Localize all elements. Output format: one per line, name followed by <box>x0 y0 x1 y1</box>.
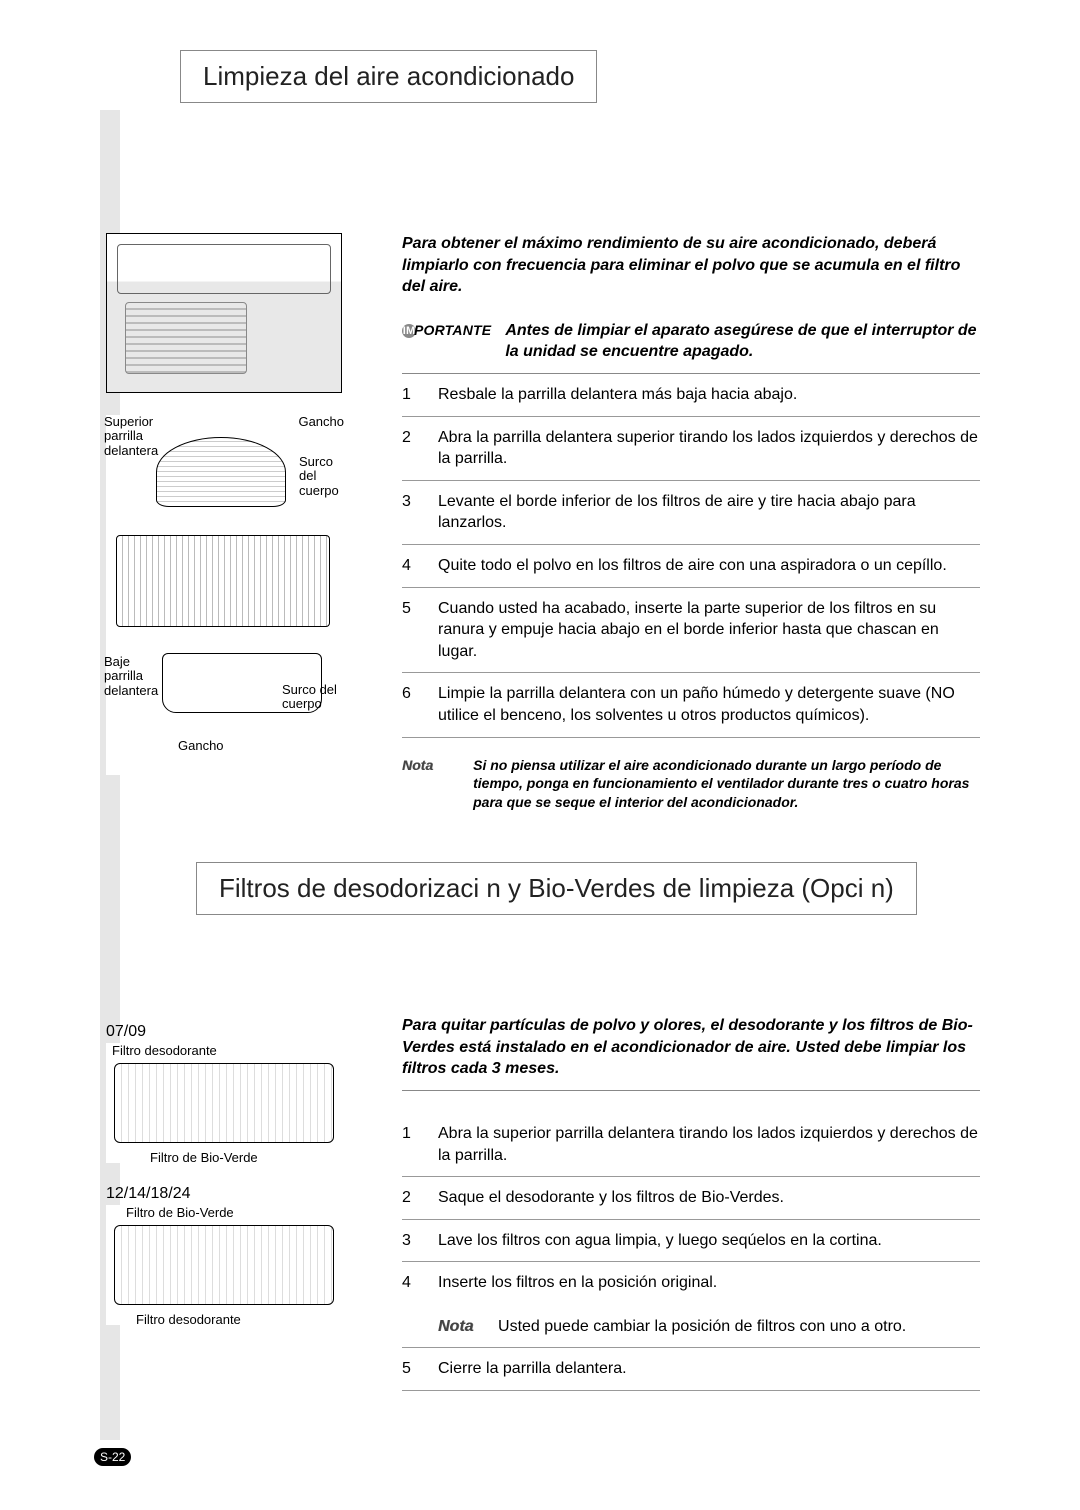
step-num: 5 <box>402 1358 420 1380</box>
step-text: Abra la parrilla delantera superior tira… <box>438 427 980 470</box>
step-row: 4 Inserte los filtros en la posición ori… <box>402 1262 980 1348</box>
label-filtro-bioverde-a: Filtro de Bio-Verde <box>150 1150 258 1165</box>
step-num: 2 <box>402 1187 420 1209</box>
step-row: 3 Lave los filtros con agua limpia, y lue… <box>402 1220 980 1263</box>
section1-intro: Para obtener el máximo rendimiento de su… <box>402 233 980 298</box>
step-text: Cierre la parrilla delantera. <box>438 1358 980 1380</box>
step-row: 1 Abra la superior parrilla delantera tir… <box>402 1113 980 1177</box>
label-baje-parrilla: Baje parrilla delantera <box>104 655 162 698</box>
ac-unit-illustration <box>106 233 342 393</box>
step-row: 5 Cuando usted ha acabado, inserte la par… <box>402 588 980 674</box>
nota-text: Si no piensa utilizar el aire acondicion… <box>473 756 980 813</box>
page-number-badge: S-22 <box>94 1448 131 1466</box>
model-b-label: 12/14/18/24 <box>106 1185 360 1203</box>
section2-diagrams: 07/09 Filtro desodorante Filtro de Bio-V… <box>100 1015 360 1391</box>
step-num: 2 <box>402 427 420 470</box>
step-num: 6 <box>402 683 420 726</box>
section2-intro: Para quitar partículas de polvo y olores… <box>402 1015 980 1091</box>
step4-nota-label: Nota <box>438 1318 474 1335</box>
step-row: 5 Cierre la parrilla delantera. <box>402 1348 980 1391</box>
label-filtro-bioverde-b: Filtro de Bio-Verde <box>126 1205 234 1220</box>
grill-parts-illustration: Superior parrilla delantera Gancho Surco… <box>106 415 342 775</box>
section2-title: Filtros de desodorizaci n y Bio-Verdes d… <box>196 862 917 915</box>
label-superior-parrilla: Superior parrilla delantera <box>104 415 162 458</box>
section1-nota: Nota Si no piensa utilizar el aire acond… <box>402 756 980 813</box>
step-num: 5 <box>402 598 420 663</box>
section2-body: 07/09 Filtro desodorante Filtro de Bio-V… <box>100 1015 980 1391</box>
step-row: 4 Quite todo el polvo en los filtros de a… <box>402 545 980 588</box>
label-filtro-desodorante-b: Filtro desodorante <box>136 1312 241 1327</box>
nota-label: Nota <box>402 756 433 813</box>
importante-text: Antes de limpiar el aparato asegúrese de… <box>505 320 980 363</box>
step-text: Inserte los filtros en la posición origi… <box>438 1272 980 1337</box>
step-text: Levante el borde inferior de los filtros… <box>438 491 980 534</box>
label-gancho-bot: Gancho <box>178 739 224 753</box>
step4-nota-text: Usted puede cambiar la posición de filtr… <box>498 1318 906 1335</box>
model-a-label: 07/09 <box>106 1023 360 1041</box>
step-text: Quite todo el polvo en los filtros de ai… <box>438 555 980 577</box>
label-surco-cuerpo-bot: Surco del cuerpo <box>282 683 344 712</box>
step-num: 4 <box>402 555 420 577</box>
step-text: Limpie la parrilla delantera con un paño… <box>438 683 980 726</box>
label-surco-cuerpo-top: Surco del cuerpo <box>299 455 344 498</box>
step-text: Abra la superior parrilla delantera tira… <box>438 1123 980 1166</box>
step-num: 4 <box>402 1272 420 1337</box>
page-content: Limpieza del aire acondicionado Superior… <box>100 50 980 1441</box>
step-row: 1 Resbale la parrilla delantera más baja … <box>402 374 980 417</box>
importante-label: PORTANTE <box>414 322 491 338</box>
step-row: 2 Saque el desodorante y los filtros de B… <box>402 1177 980 1220</box>
section2-steps: 1 Abra la superior parrilla delantera tir… <box>402 1113 980 1391</box>
step-row: 3 Levante el borde inferior de los filtro… <box>402 481 980 545</box>
step-text: Lave los filtros con agua limpia, y lueg… <box>438 1230 980 1252</box>
step-row: 2 Abra la parrilla delantera superior tir… <box>402 417 980 481</box>
step-num: 1 <box>402 1123 420 1166</box>
step-num: 3 <box>402 491 420 534</box>
step-text: Cuando usted ha acabado, inserte la part… <box>438 598 980 663</box>
section1-text: Para obtener el máximo rendimiento de su… <box>402 233 980 812</box>
section1-steps: 1 Resbale la parrilla delantera más baja … <box>402 374 980 738</box>
step4-main: Inserte los filtros en la posición origi… <box>438 1274 717 1291</box>
step-num: 3 <box>402 1230 420 1252</box>
filter-diagram-a: Filtro desodorante Filtro de Bio-Verde <box>106 1043 342 1163</box>
step-text: Resbale la parrilla delantera más baja h… <box>438 384 980 406</box>
step-row: 6 Limpie la parrilla delantera con un pañ… <box>402 673 980 737</box>
step-text: Saque el desodorante y los filtros de Bi… <box>438 1187 980 1209</box>
importante-row: IMPORTANTE Antes de limpiar el aparato a… <box>402 320 980 374</box>
section2-title-row: Filtros de desodorizaci n y Bio-Verdes d… <box>196 862 980 975</box>
filter-diagram-b: Filtro de Bio-Verde Filtro desodorante <box>106 1205 342 1325</box>
step-num: 1 <box>402 384 420 406</box>
section1-diagrams: Superior parrilla delantera Gancho Surco… <box>100 233 360 812</box>
section1-title-row: Limpieza del aire acondicionado <box>180 50 980 163</box>
section1-title: Limpieza del aire acondicionado <box>180 50 597 103</box>
section1-body: Superior parrilla delantera Gancho Surco… <box>100 233 980 812</box>
section2-text: Para quitar partículas de polvo y olores… <box>402 1015 980 1391</box>
label-filtro-desodorante-a: Filtro desodorante <box>112 1043 217 1058</box>
label-gancho-top: Gancho <box>298 415 344 429</box>
importante-badge: IMPORTANTE <box>402 320 491 340</box>
